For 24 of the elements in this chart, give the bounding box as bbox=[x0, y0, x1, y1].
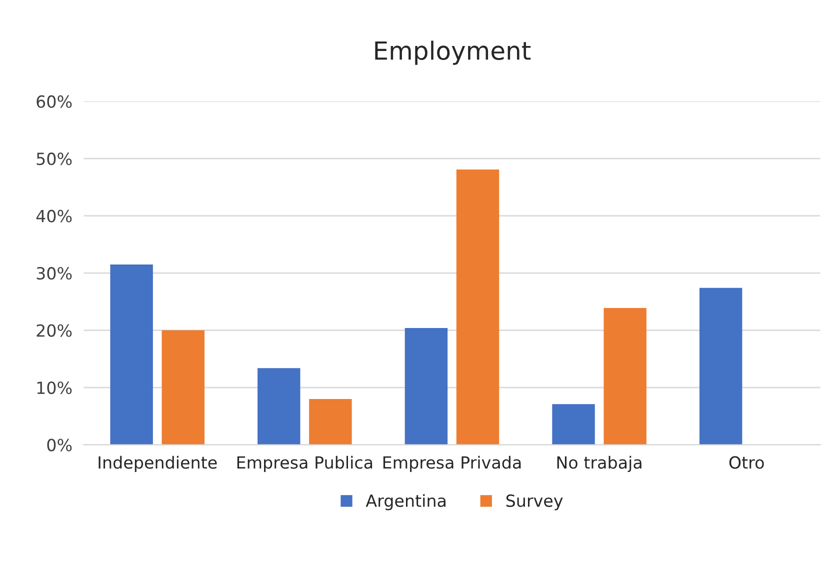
bar bbox=[699, 288, 742, 445]
y-tick-label: 60% bbox=[36, 95, 72, 108]
y-tick-label: 50% bbox=[36, 152, 72, 166]
bar bbox=[162, 330, 204, 445]
x-tick-label: No trabaja bbox=[557, 456, 642, 472]
y-tick-label: 30% bbox=[36, 267, 72, 280]
legend-label: Survey bbox=[506, 494, 563, 510]
y-tick-label: 40% bbox=[36, 210, 72, 222]
y-tick-label: 20% bbox=[36, 324, 72, 337]
y-tick-label: 0% bbox=[47, 438, 72, 452]
bar bbox=[404, 328, 448, 445]
bar bbox=[258, 368, 300, 445]
bar bbox=[552, 404, 595, 445]
y-tick-label: 10% bbox=[37, 381, 72, 394]
bar bbox=[309, 398, 352, 445]
chart-title: Employment bbox=[375, 40, 531, 65]
x-tick-label: Independiente bbox=[98, 456, 217, 472]
x-tick-label: Otro bbox=[729, 456, 764, 469]
x-tick-label: Empresa Privada bbox=[383, 456, 521, 472]
x-tick-label: Empresa Publica bbox=[237, 456, 372, 472]
bar bbox=[110, 264, 153, 445]
bar bbox=[604, 308, 646, 445]
legend-label: Argentina bbox=[366, 494, 446, 510]
bar bbox=[456, 169, 500, 445]
